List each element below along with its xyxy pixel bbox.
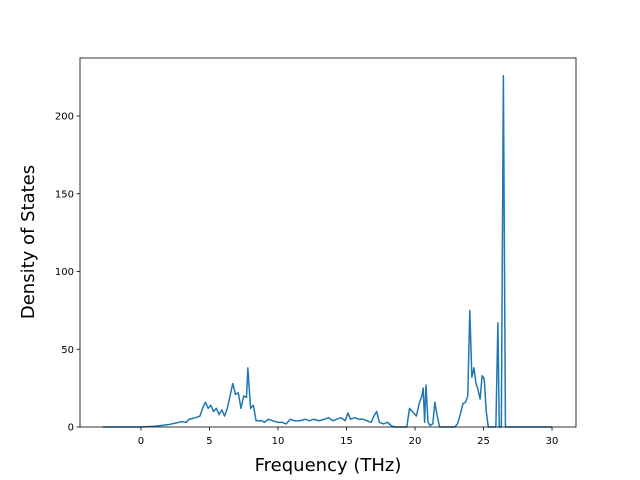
y-tick-label: 50 (61, 345, 74, 356)
x-axis-label: Frequency (THz) (255, 455, 402, 476)
line (102, 74, 553, 428)
x-tick-label: 5 (206, 436, 212, 447)
y-tick-label: 200 (55, 112, 74, 123)
y-axis-label: Density of States (18, 165, 39, 319)
x-tick-label: 15 (340, 436, 353, 447)
x-tick-label: 20 (409, 436, 422, 447)
y-tick-label: 100 (55, 267, 74, 278)
y-tick-label: 0 (68, 423, 74, 434)
y-tick-label: 150 (55, 189, 74, 200)
plot-frame (79, 57, 577, 428)
x-tick-label: 10 (272, 436, 285, 447)
x-tick-label: 30 (546, 436, 559, 447)
x-tick-label: 0 (138, 436, 144, 447)
x-tick-label: 25 (477, 436, 490, 447)
